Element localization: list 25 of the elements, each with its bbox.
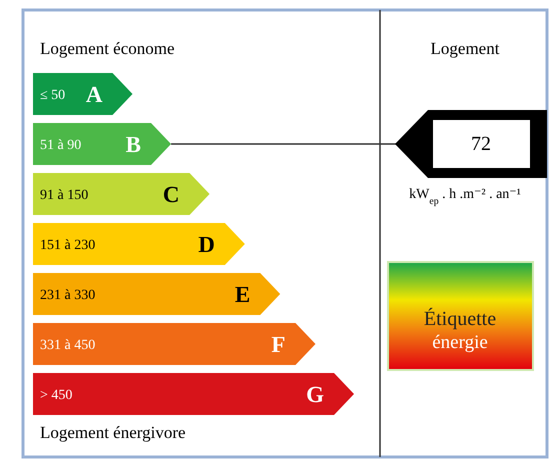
- bar: [33, 323, 316, 365]
- y-tick-label: F: [271, 332, 286, 357]
- y-tick-label: C: [162, 182, 180, 207]
- bar: [33, 223, 245, 265]
- text: Logement: [430, 39, 500, 58]
- annotation: 51 à 90: [40, 138, 82, 153]
- y-tick-label: A: [86, 82, 103, 107]
- y-tick-label: B: [126, 132, 142, 157]
- annotation: 231 à 330: [40, 288, 96, 303]
- annotation: > 450: [40, 388, 72, 403]
- ref-line-label: 72: [471, 133, 491, 155]
- bar: [33, 373, 354, 415]
- annotation: 151 à 230: [40, 238, 96, 253]
- text: kW$_{ep}$ . h .m⁻² . an⁻¹: [409, 187, 521, 206]
- y-tick-label: E: [234, 282, 250, 307]
- annotation: 331 à 450: [40, 338, 96, 353]
- bar: [33, 273, 280, 315]
- y-tick-label: G: [306, 382, 324, 407]
- text: Logement économe: [40, 39, 175, 58]
- text: Logement énergivore: [40, 423, 186, 442]
- bar: [33, 173, 210, 215]
- text: Étiquette énergie: [424, 307, 496, 353]
- annotation: ≤ 50: [40, 88, 66, 103]
- y-tick-label: D: [198, 232, 215, 257]
- annotation: 91 à 150: [40, 188, 88, 203]
